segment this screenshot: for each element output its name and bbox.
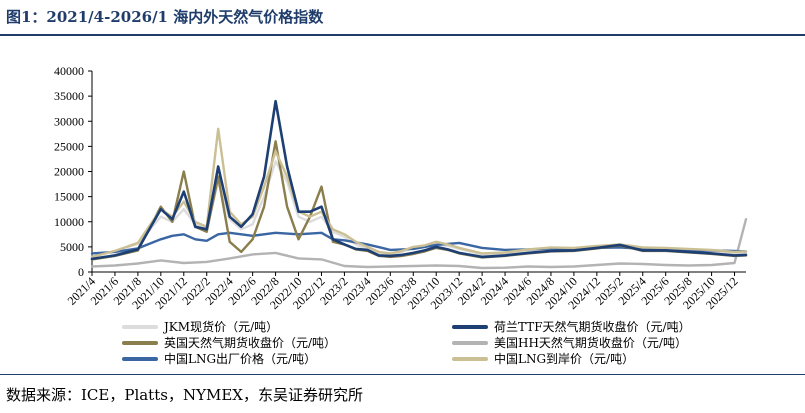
- y-tick-label: 40000: [54, 64, 84, 78]
- legend-item-ttf: 荷兰TTF天然气期货收盘价（元/吨）: [452, 318, 691, 335]
- y-tick-label: 25000: [54, 139, 84, 153]
- legend-item-hh: 美国HH天然气期货收盘价（元/吨）: [452, 334, 687, 351]
- legend-label-cn-lng-ex: 中国LNG出厂价格（元/吨）: [164, 352, 317, 366]
- legend-swatch-cn-lng-ex: [122, 356, 158, 361]
- bottom-rule: [0, 374, 805, 375]
- source-note: 数据来源：ICE，Platts，NYMEX，东吴证券研究所: [6, 386, 363, 404]
- y-tick-label: 20000: [54, 165, 84, 179]
- legend-label-hh: 美国HH天然气期货收盘价（元/吨）: [494, 336, 687, 350]
- y-tick-label: 30000: [54, 114, 84, 128]
- legend-item-jkm: JKM现货价（元/吨）: [122, 318, 278, 335]
- axes: [91, 71, 746, 273]
- legend-item-cn-lng-ex: 中国LNG出厂价格（元/吨）: [122, 350, 316, 367]
- legend-swatch-hh: [452, 340, 488, 345]
- legend-label-jkm: JKM现货价（元/吨）: [164, 320, 279, 334]
- series-line-1: [90, 99, 748, 261]
- series-line-3: [90, 218, 748, 270]
- legend-label-ttf: 荷兰TTF天然气期货收盘价（元/吨）: [494, 320, 691, 334]
- series-layer: [90, 99, 748, 270]
- line-chart: 0 5000 10000 15000 20000 25000 30000 35000 40000…: [54, 64, 748, 312]
- series-line-2: [90, 140, 748, 261]
- y-tick-label: 0: [78, 265, 84, 279]
- legend-label-uk: 英国天然气期货收盘价（元/吨）: [164, 336, 337, 350]
- legend-swatch-ttf: [452, 324, 488, 329]
- y-tick-label: 15000: [54, 190, 84, 204]
- legend-swatch-cn-lng-landed: [452, 356, 488, 361]
- legend-swatch-uk: [122, 340, 158, 345]
- y-tick-label: 35000: [54, 89, 84, 103]
- legend-item-uk: 英国天然气期货收盘价（元/吨）: [122, 334, 336, 351]
- top-rule: [0, 34, 805, 36]
- legend-item-cn-lng-landed: 中国LNG到岸价（元/吨）: [452, 350, 634, 367]
- y-tick-label: 10000: [54, 215, 84, 229]
- figure-title: 图1：2021/4-2026/1 海内外天然气价格指数: [6, 8, 324, 26]
- tick-layer: 0 5000 10000 15000 20000 25000 30000 35000 40000…: [54, 64, 741, 312]
- y-tick-label: 5000: [60, 240, 84, 254]
- legend-swatch-jkm: [122, 324, 158, 329]
- legend-label-cn-lng-landed: 中国LNG到岸价（元/吨）: [494, 352, 635, 366]
